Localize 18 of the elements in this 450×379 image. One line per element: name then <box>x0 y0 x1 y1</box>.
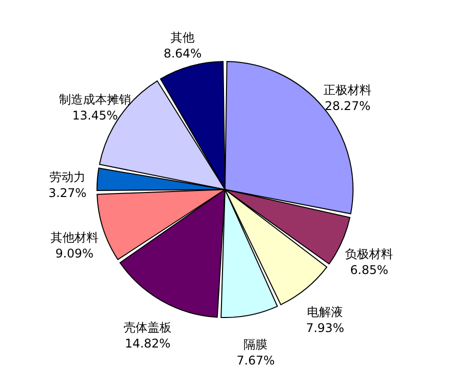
slice-label: 劳动力 <box>50 170 86 184</box>
data-label: 7.67% <box>236 353 275 368</box>
data-label: 6.85% <box>350 263 388 278</box>
slice-label: 其他 <box>170 30 195 44</box>
slice-label: 负极材料 <box>345 247 394 262</box>
slice-label: 壳体盖板 <box>124 320 172 334</box>
data-label: 7.93% <box>306 320 344 335</box>
data-label: 13.45% <box>72 108 118 123</box>
data-label: 9.09% <box>55 246 94 260</box>
slice-label: 制造成本摊销 <box>59 92 132 107</box>
data-label: 3.27% <box>48 186 87 200</box>
slice-label: 正极材料 <box>324 82 372 97</box>
data-label: 28.27% <box>324 98 370 113</box>
slice-label: 隔膜 <box>244 337 268 352</box>
slice-label: 其他材料 <box>50 230 98 244</box>
data-label: 14.82% <box>124 336 171 350</box>
slice-label: 电解液 <box>307 304 344 319</box>
data-label: 8.64% <box>164 46 202 60</box>
